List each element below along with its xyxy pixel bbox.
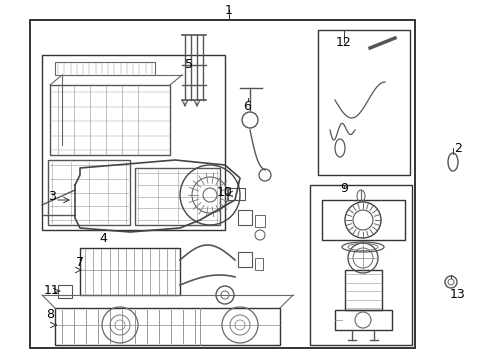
Bar xyxy=(30,20,414,348)
Bar xyxy=(317,30,409,175)
Text: 6: 6 xyxy=(243,100,250,113)
Bar xyxy=(345,270,381,310)
Bar xyxy=(58,285,72,298)
Text: 8: 8 xyxy=(46,309,54,321)
Text: 3: 3 xyxy=(48,189,56,202)
Text: 13: 13 xyxy=(449,288,465,302)
Text: 10: 10 xyxy=(217,186,232,199)
Bar xyxy=(48,160,130,225)
Bar xyxy=(321,200,404,240)
Text: 12: 12 xyxy=(335,36,351,49)
Text: 2: 2 xyxy=(453,141,461,154)
Bar xyxy=(42,55,224,230)
Bar xyxy=(50,85,170,155)
Text: 4: 4 xyxy=(99,231,107,244)
Bar xyxy=(238,210,251,225)
Bar xyxy=(227,188,244,200)
Bar xyxy=(55,62,155,75)
Text: 1: 1 xyxy=(224,4,232,17)
Bar xyxy=(309,185,411,345)
Bar xyxy=(238,252,251,267)
Bar xyxy=(80,248,180,295)
Bar xyxy=(55,308,280,345)
Text: 7: 7 xyxy=(76,256,84,269)
Bar xyxy=(254,215,264,227)
Bar xyxy=(135,168,220,225)
Text: 9: 9 xyxy=(339,181,347,194)
Text: 11: 11 xyxy=(44,284,60,297)
Bar xyxy=(254,258,263,270)
Bar xyxy=(334,310,391,330)
Text: 5: 5 xyxy=(184,58,193,72)
